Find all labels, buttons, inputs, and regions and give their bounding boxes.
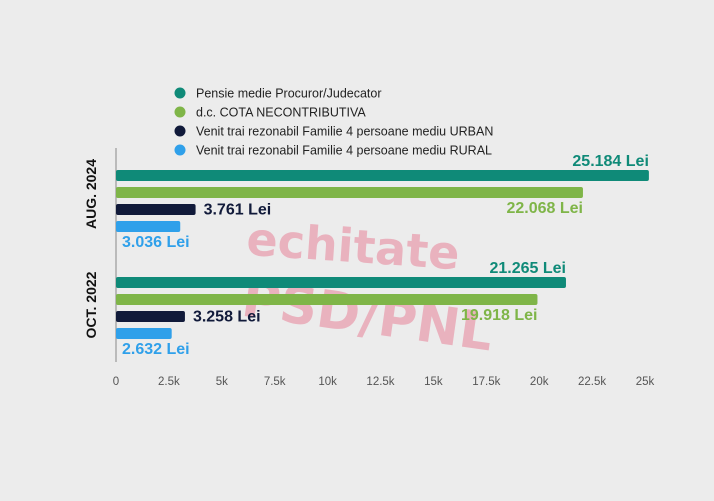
x-tick-label: 25k [636,376,655,388]
x-tick-label: 0 [113,376,119,388]
bars [116,170,649,339]
legend-marker-1 [174,106,186,118]
legend-label-1: d.c. COTA NECONTRIBUTIVA [196,106,366,120]
legend-marker-2 [174,125,186,137]
data-label: 22.068 Lei [506,200,583,217]
bar [116,170,649,181]
legend-marker-3 [174,144,186,156]
legend: Pensie medie Procuror/Judecator d.c. COTA… [174,87,493,158]
legend-label-2: Venit trai rezonabil Familie 4 persoane … [196,125,493,139]
data-label: 2.632 Lei [122,341,190,358]
bar [116,204,196,215]
legend-label-3: Venit trai rezonabil Familie 4 persoane … [196,144,492,158]
bar [116,221,181,232]
value-labels: 25.184 Lei 22.068 Lei 3.761 Lei 3.036 Lei 21… [122,153,649,358]
bar [116,277,566,288]
x-tick-label: 17.5k [472,376,500,388]
data-label: 21.265 Lei [489,260,566,277]
bar [116,328,172,339]
x-tick-label: 5k [216,376,228,388]
legend-label-0: Pensie medie Procuror/Judecator [196,87,382,101]
x-tick-label: 7.5k [264,376,286,388]
legend-marker-0 [174,87,186,99]
data-label: 25.184 Lei [572,153,649,170]
category-label: AUG. 2024 [83,159,99,229]
x-tick-label: 15k [424,376,443,388]
data-label: 19.918 Lei [461,307,538,324]
data-label: 3.258 Lei [193,309,261,326]
data-label: 3.036 Lei [122,234,190,251]
watermark-line-1: echitate [245,212,461,281]
bar [116,311,185,322]
x-tick-label: 22.5k [578,376,606,388]
x-tick-label: 12.5k [366,376,394,388]
category-label: OCT. 2022 [83,271,99,338]
axes: 0 2.5k 5k 7.5k 10k 12.5k 15k 17.5k 20k 22.5k 25k AU… [83,148,655,388]
x-tick-label: 2.5k [158,376,180,388]
x-tick-label: 20k [530,376,549,388]
data-label: 3.761 Lei [204,202,272,219]
bar [116,187,583,198]
x-tick-label: 10k [318,376,337,388]
bar [116,294,538,305]
